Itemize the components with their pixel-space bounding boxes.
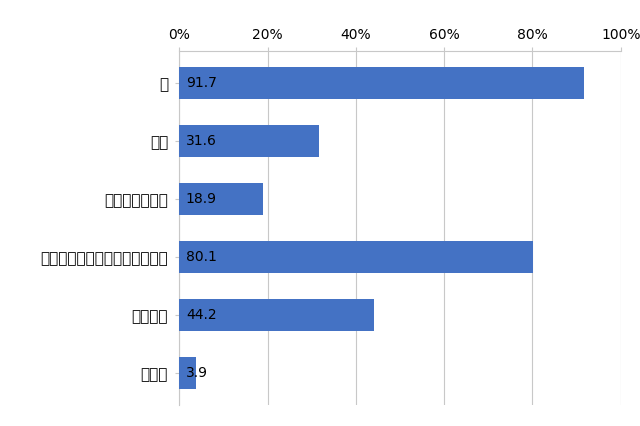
Text: 44.2: 44.2 bbox=[186, 308, 216, 322]
Bar bbox=[179, 67, 584, 99]
Bar bbox=[179, 125, 319, 157]
Text: 31.6: 31.6 bbox=[186, 134, 217, 148]
Bar bbox=[179, 357, 196, 389]
Text: 80.1: 80.1 bbox=[186, 250, 217, 264]
Bar bbox=[179, 299, 374, 331]
Text: 18.9: 18.9 bbox=[186, 192, 217, 206]
Text: 3.9: 3.9 bbox=[186, 366, 208, 380]
Bar bbox=[179, 183, 262, 215]
Text: 91.7: 91.7 bbox=[186, 76, 217, 90]
Bar bbox=[179, 241, 533, 273]
